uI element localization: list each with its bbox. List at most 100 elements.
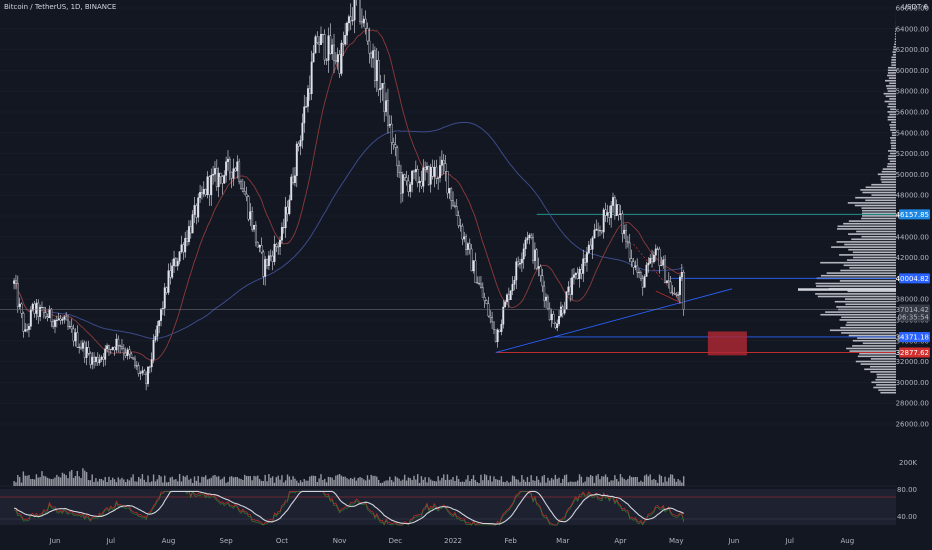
time-axis[interactable]: Jun Jul Aug Sep Oct Nov Dec 2022 Feb Mar Apr May Jun… <box>49 537 855 545</box>
candle-body <box>301 122 304 141</box>
volume-bar <box>270 477 272 486</box>
volume-bar <box>188 479 190 486</box>
candle-body <box>267 255 270 266</box>
volume-bar <box>111 477 114 486</box>
candle-body <box>178 251 181 262</box>
volume-bar <box>52 478 54 486</box>
volume-bar <box>528 481 530 486</box>
volume-bar <box>422 479 424 486</box>
candle-body <box>440 159 443 166</box>
price-tick-label: 66000.00 <box>896 5 929 13</box>
volume-bar <box>679 480 681 486</box>
candle-body <box>403 174 406 178</box>
candle-body <box>189 226 192 234</box>
profile-bar <box>841 332 896 334</box>
candle-body <box>331 44 334 54</box>
ascending-trendline <box>495 288 733 353</box>
candle-body <box>617 204 620 216</box>
candle-body <box>307 88 309 107</box>
candle-body <box>429 166 432 185</box>
candle-body <box>470 248 473 272</box>
volume-bar <box>459 482 462 486</box>
candle-body <box>537 266 540 269</box>
volume-bar <box>441 477 443 486</box>
candle-body <box>83 342 86 358</box>
candle-body <box>489 315 492 318</box>
volume-bar <box>671 474 674 486</box>
candle-body <box>351 19 354 22</box>
profile-bar <box>849 267 896 269</box>
candle-body <box>180 244 183 252</box>
volume-bar <box>426 482 428 486</box>
candle-body <box>186 238 189 243</box>
candle-body <box>72 328 75 342</box>
volume-bar <box>104 476 106 486</box>
candle-body <box>386 100 389 126</box>
price-tick-label: 52000.00 <box>896 150 929 158</box>
time-tick-label: Aug <box>841 537 855 545</box>
volume-bar <box>156 479 158 486</box>
currency-label[interactable]: USDT 6 <box>902 3 928 11</box>
price-tick-label: 54000.00 <box>896 129 929 137</box>
volume-bar <box>169 477 172 486</box>
candle-body <box>513 279 516 285</box>
profile-bar <box>881 170 896 173</box>
candle-body <box>362 18 365 24</box>
volume-bar <box>537 479 540 486</box>
candle-body <box>619 213 622 216</box>
candle-body <box>100 356 103 360</box>
volume-bar <box>279 479 281 486</box>
volume-bar <box>584 481 586 486</box>
volume-bar <box>541 476 544 486</box>
candle-body <box>519 262 521 265</box>
profile-bar <box>885 95 896 98</box>
candle-body <box>87 347 90 354</box>
price-label-badge <box>899 209 930 220</box>
symbol-title[interactable]: Bitcoin / TetherUS, 1D, BINANCE <box>4 3 117 11</box>
volume-bar <box>24 475 26 486</box>
profile-bar <box>847 202 896 204</box>
profile-bar <box>839 280 896 282</box>
oscillator-axis-label: 80.00 <box>897 486 917 494</box>
profile-bar <box>891 59 896 61</box>
volume-bar <box>645 474 648 486</box>
candle-body <box>453 205 456 207</box>
volume-bar <box>91 474 93 486</box>
volume-bar <box>532 480 534 486</box>
candle-body <box>481 287 484 298</box>
volume-bar <box>647 476 650 486</box>
profile-bar <box>891 121 896 124</box>
volume-bar <box>666 481 668 486</box>
volume-bar <box>288 476 291 486</box>
volume-bar <box>374 475 376 486</box>
volume-bar <box>138 476 140 486</box>
profile-bar <box>820 313 896 316</box>
volume-bar <box>139 478 142 486</box>
candle-body <box>55 319 58 321</box>
volume-bar <box>54 477 56 486</box>
candle-body <box>664 259 667 283</box>
volume-bar <box>314 476 317 486</box>
volume-bar <box>61 472 64 486</box>
volume-bar <box>214 475 216 486</box>
candle-body <box>173 258 175 266</box>
volume-bar <box>366 475 369 486</box>
candle-body <box>576 272 579 279</box>
last-price-text: 37014.42 <box>896 306 929 314</box>
price-tick-label: 48000.00 <box>896 192 929 200</box>
volume-bar <box>331 477 333 486</box>
candle-body <box>580 269 583 274</box>
candle-body <box>506 294 508 303</box>
volume-bar <box>547 477 549 486</box>
volume-bar <box>653 478 655 486</box>
wedge-lower <box>655 290 682 304</box>
volume-axis-label: 200K <box>899 459 917 467</box>
candle-body <box>476 282 479 284</box>
volume-bar <box>76 470 79 486</box>
candle-body <box>271 255 274 262</box>
candle-body <box>567 286 570 292</box>
candle-body <box>414 169 417 173</box>
candle-body <box>504 301 507 308</box>
volume-bar <box>299 480 302 486</box>
